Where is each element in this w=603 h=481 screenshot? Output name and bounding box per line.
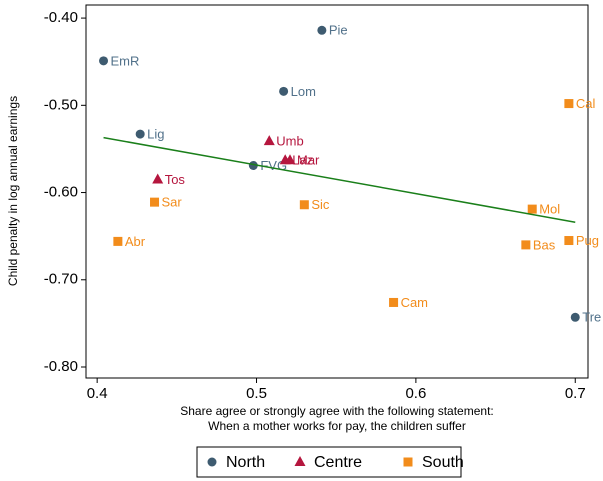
point <box>152 173 164 184</box>
x-tick-label: 0.7 <box>565 385 586 402</box>
y-axis-label: Child penalty in log annual earnings <box>6 96 20 286</box>
point <box>113 236 123 246</box>
point <box>294 456 306 466</box>
legend-label: South <box>422 454 464 471</box>
point <box>521 240 531 250</box>
point-label: Lig <box>147 127 164 142</box>
point <box>564 99 574 109</box>
point <box>570 312 580 322</box>
point-label: Pie <box>329 23 348 38</box>
plot-frame <box>85 4 589 379</box>
point-label: Tos <box>165 172 186 187</box>
point <box>135 129 145 139</box>
point <box>263 135 275 146</box>
point-label: Mar <box>297 153 320 168</box>
point-label: Tre <box>582 310 601 325</box>
point-label: Cam <box>401 295 428 310</box>
legend-label: Centre <box>314 454 362 471</box>
x-tick-label: 0.5 <box>246 385 267 402</box>
point-label: Abr <box>125 234 146 249</box>
x-tick-label: 0.4 <box>87 385 108 402</box>
point <box>527 204 537 214</box>
fit-line <box>103 136 576 223</box>
point-label: Sic <box>311 197 330 212</box>
y-tick-label: -0.70 <box>44 271 78 288</box>
point <box>279 86 289 96</box>
point-label: Lom <box>291 84 316 99</box>
point <box>99 56 109 66</box>
point-label: Laz <box>292 153 313 168</box>
point-label: Cal <box>576 96 596 111</box>
y-tick-label: -0.80 <box>44 358 78 375</box>
point <box>248 161 258 171</box>
point <box>564 236 574 246</box>
point <box>317 25 327 35</box>
point-label: Umb <box>276 134 303 149</box>
x-axis-label: When a mother works for pay, the childre… <box>208 419 466 433</box>
y-tick-label: -0.60 <box>44 184 78 201</box>
point <box>389 297 399 307</box>
point-label: Mol <box>539 202 560 217</box>
point-label: Sar <box>162 195 183 210</box>
point-label: Bas <box>533 237 556 252</box>
point <box>150 197 160 207</box>
legend-box <box>196 446 462 478</box>
point <box>207 457 217 467</box>
point <box>299 200 309 210</box>
y-tick-label: -0.50 <box>44 96 78 113</box>
point <box>284 154 296 165</box>
legend-label: North <box>226 454 265 471</box>
point-label: Pug <box>576 233 599 248</box>
point-label: EmR <box>111 53 140 68</box>
point <box>403 457 413 467</box>
x-axis-label: Share agree or strongly agree with the f… <box>180 404 494 418</box>
x-tick-label: 0.6 <box>405 385 426 402</box>
y-tick-label: -0.40 <box>44 9 78 26</box>
